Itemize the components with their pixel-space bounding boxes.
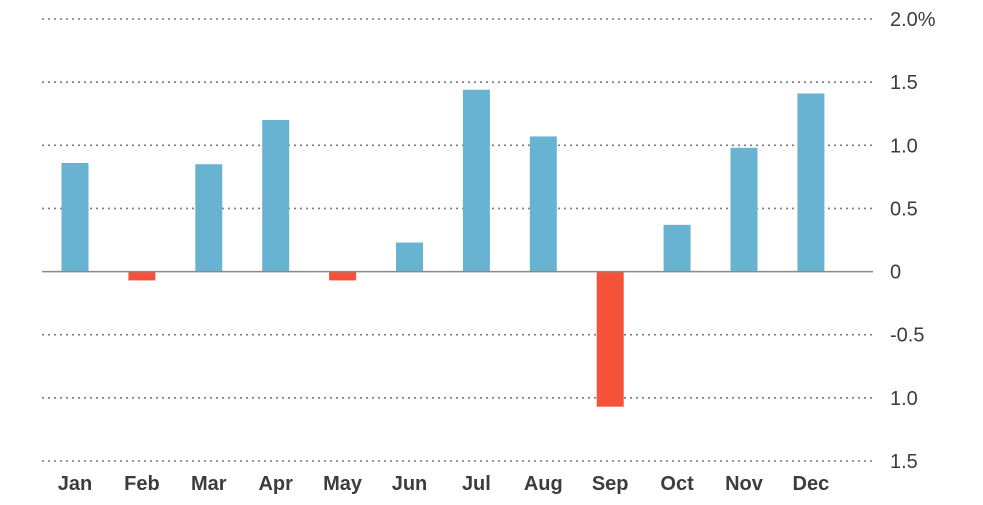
bar-dec bbox=[797, 93, 825, 272]
x-tick-label: May bbox=[323, 473, 363, 495]
bar-mar bbox=[195, 164, 223, 272]
bar-sep bbox=[596, 271, 624, 407]
bar-aug bbox=[529, 136, 557, 272]
bar-jan bbox=[61, 162, 89, 272]
x-tick-label: Jun bbox=[392, 473, 428, 495]
gridlines bbox=[42, 18, 873, 462]
x-tick-labels: Jan Feb Mar Apr May Jun Jul Aug Sep Oct Nov Dec bbox=[58, 473, 829, 495]
bar-apr bbox=[262, 120, 290, 272]
bar-nov bbox=[730, 147, 758, 272]
bar-jun bbox=[396, 242, 423, 272]
x-tick-label: Aug bbox=[524, 473, 563, 495]
y-tick-label: 1.0 bbox=[890, 388, 918, 410]
x-tick-label: Dec bbox=[793, 473, 830, 495]
y-tick-label: 1.0 bbox=[890, 135, 918, 157]
x-tick-label: Jan bbox=[58, 473, 92, 495]
y-tick-label: 1.5 bbox=[890, 72, 918, 94]
x-tick-label: Nov bbox=[725, 473, 764, 495]
x-tick-label: Oct bbox=[660, 473, 694, 495]
x-tick-label: Feb bbox=[124, 473, 160, 495]
y-tick-label: 2.0% bbox=[890, 9, 936, 31]
bar-may bbox=[329, 271, 357, 281]
x-tick-label: Jul bbox=[462, 473, 491, 495]
x-tick-label: Mar bbox=[191, 473, 227, 495]
y-tick-labels: 2.0% 1.5 1.0 0.5 0 -0.5 1.0 1.5 bbox=[890, 9, 936, 473]
bar-oct bbox=[663, 224, 691, 272]
y-tick-label: 0 bbox=[890, 262, 901, 284]
y-tick-label: 1.5 bbox=[890, 451, 918, 473]
x-tick-label: Sep bbox=[592, 473, 629, 495]
y-tick-label: 0.5 bbox=[890, 198, 918, 220]
y-tick-label: -0.5 bbox=[890, 325, 924, 347]
bar-feb bbox=[128, 271, 156, 281]
bar-jul bbox=[462, 89, 490, 272]
x-tick-label: Apr bbox=[258, 473, 293, 495]
bars bbox=[61, 89, 825, 407]
